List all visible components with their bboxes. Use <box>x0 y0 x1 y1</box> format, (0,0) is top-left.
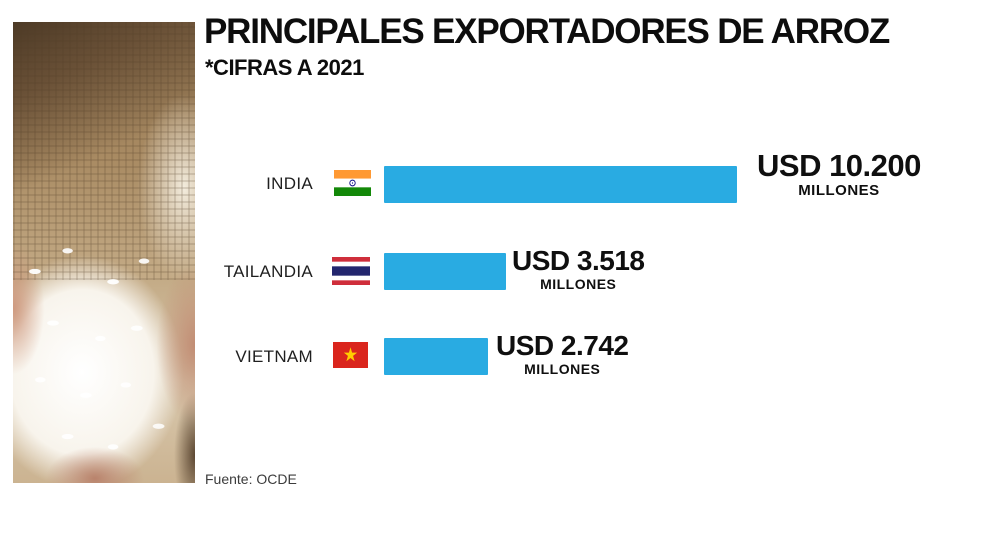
value-block-vietnam: USD 2.742 MILLONES <box>496 330 629 378</box>
bar-india <box>384 166 737 203</box>
value-block-tailandia: USD 3.518 MILLONES <box>512 245 645 293</box>
rice-grains-texture <box>13 224 195 483</box>
bar-tailandia <box>384 253 506 290</box>
page-subtitle: *CIFRAS A 2021 <box>205 55 364 80</box>
category-label-vietnam: VIETNAM <box>235 347 313 366</box>
india-flag-icon <box>334 170 371 196</box>
page-title: PRINCIPALES EXPORTADORES DE ARROZ <box>204 12 890 51</box>
value-india: USD 10.200 <box>757 148 921 183</box>
thailand-flag-icon <box>332 257 370 285</box>
value-vietnam: USD 2.742 <box>496 330 629 361</box>
category-label-tailandia: TAILANDIA <box>223 262 313 281</box>
source-note: Fuente: OCDE <box>205 471 297 487</box>
value-unit-india: MILLONES <box>798 182 880 199</box>
value-block-india: USD 10.200 MILLONES <box>757 150 921 201</box>
value-tailandia: USD 3.518 <box>512 245 645 276</box>
value-unit-tailandia: MILLONES <box>540 276 617 292</box>
category-label-india: INDIA <box>266 174 313 193</box>
vietnam-flag-icon <box>333 342 368 368</box>
bar-vietnam <box>384 338 488 375</box>
rice-photo <box>13 22 195 483</box>
value-unit-vietnam: MILLONES <box>524 361 601 377</box>
